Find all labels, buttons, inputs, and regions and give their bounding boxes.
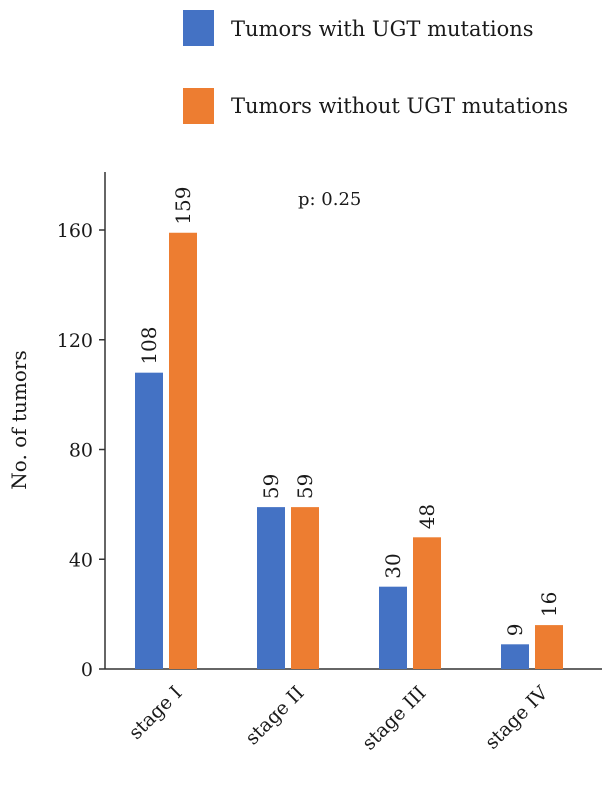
y-ticks: 0 40 80 120 160 [57,220,105,681]
y-tick-label: 0 [81,659,93,681]
bar [535,625,563,669]
bar-value-label: 59 [259,474,283,499]
bar-value-labels: 108 159 59 59 30 48 9 16 [137,187,561,637]
legend: Tumors with UGT mutations Tumors without… [183,10,568,124]
x-tick-label: stage IV [481,682,553,754]
bar-value-label: 159 [171,187,195,225]
legend-swatch-series-2 [183,88,214,124]
bar-value-label: 30 [381,553,405,578]
y-tick-label: 40 [69,549,93,571]
legend-label-series-1: Tumors with UGT mutations [231,17,534,41]
bar [257,507,285,669]
x-tick-labels: stage I stage II stage III stage IV [125,682,553,755]
bar [291,507,319,669]
bar-value-label: 48 [415,504,439,529]
bars [135,232,563,669]
p-value-annotation: p: 0.25 [298,189,361,210]
bar [413,537,441,669]
bar-value-label: 16 [537,592,561,617]
y-tick-label: 80 [69,440,93,462]
legend-label-series-2: Tumors without UGT mutations [231,94,568,118]
y-axis: 0 40 80 120 160 No. of tumors [7,172,106,681]
bar [501,644,529,669]
y-tick-label: 160 [57,220,93,242]
y-tick-label: 120 [57,330,93,352]
bar-value-label: 9 [503,624,527,637]
bar [379,586,407,669]
x-tick-label: stage I [125,682,187,744]
bar-value-label: 108 [137,326,161,364]
x-tick-label: stage II [241,682,308,749]
bar [169,232,197,669]
bar-value-label: 59 [293,474,317,499]
legend-swatch-series-1 [183,10,214,46]
bar [135,372,163,669]
y-axis-label: No. of tumors [7,350,31,489]
x-tick-label: stage III [358,682,431,755]
x-axis: stage I stage II stage III stage IV [105,668,602,755]
